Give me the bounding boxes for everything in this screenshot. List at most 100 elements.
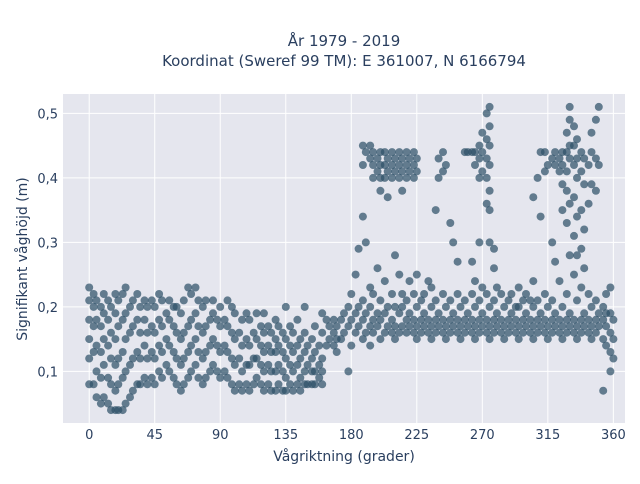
data-point [391,154,399,163]
data-point [286,322,295,331]
data-point [354,302,363,311]
data-point [293,380,302,389]
data-point [468,290,477,298]
data-point [551,161,560,169]
data-point [446,219,455,227]
data-point [369,290,378,298]
data-point [121,283,130,292]
data-point [562,315,571,324]
data-point [562,328,571,337]
data-point [351,309,360,318]
data-point [562,167,571,176]
data-point [209,296,217,305]
data-point [540,315,549,324]
data-point [395,309,404,318]
data-point [441,302,450,311]
data-point [194,322,203,331]
data-point [296,335,305,344]
data-point [310,380,319,389]
data-point [337,335,346,344]
data-point [460,315,469,324]
data-point [274,380,283,389]
data-point [540,148,549,157]
data-point [140,315,149,324]
data-point [351,270,360,279]
data-point [257,360,265,369]
data-point [478,128,487,137]
data-point [169,322,178,331]
data-point [329,315,338,324]
data-point [245,386,254,395]
data-point [300,328,309,337]
data-point [482,290,491,298]
data-point [128,322,137,331]
data-point [147,373,156,382]
data-point [176,360,185,369]
data-point [318,309,327,318]
x-tick-label: 135 [273,428,298,443]
data-point [562,128,571,137]
data-point [325,322,334,331]
data-point [594,309,603,318]
data-point [565,309,574,318]
data-point [216,348,225,356]
data-point [354,322,363,331]
data-point [344,367,353,376]
data-point [446,315,455,324]
data-point [128,354,137,363]
data-point [558,206,567,215]
data-point [293,360,302,369]
data-point [573,296,581,305]
data-point [424,328,433,337]
data-point [158,322,166,331]
data-point [565,154,574,163]
data-point [558,180,567,189]
data-point [201,322,210,331]
data-point [439,328,447,337]
data-point [482,315,491,324]
data-point [369,315,378,324]
data-point [380,328,389,337]
data-point [609,315,618,324]
data-point [584,328,593,337]
data-point [259,328,268,337]
data-point [492,283,501,292]
data-point [310,348,319,356]
data-point [543,322,552,331]
data-point [121,399,130,408]
data-point [126,360,134,369]
data-point [573,335,581,344]
data-point [150,354,159,363]
data-point [85,283,94,292]
data-point [602,322,611,331]
data-point [162,335,171,344]
data-point [485,102,494,111]
data-point [492,309,501,318]
data-point [529,335,538,344]
data-point [111,309,120,318]
data-point [383,167,392,176]
data-point [296,354,305,363]
data-point [286,380,295,389]
data-point [551,148,560,157]
y-tick-label: 0,5 [37,107,58,122]
data-point [278,348,287,356]
data-point [114,322,123,331]
data-point [507,309,516,318]
data-point [439,148,447,157]
data-point [235,328,244,337]
y-tick-label: 0,1 [37,365,58,380]
data-point [361,328,370,337]
data-point [471,277,479,286]
data-point [257,322,265,331]
data-point [245,360,254,369]
data-point [562,290,571,298]
data-point [206,315,215,324]
data-point [111,290,120,298]
data-point [577,315,586,324]
data-point [318,328,327,337]
data-point [482,135,491,144]
data-point [128,386,137,395]
data-point [609,335,618,344]
data-point [220,367,229,376]
